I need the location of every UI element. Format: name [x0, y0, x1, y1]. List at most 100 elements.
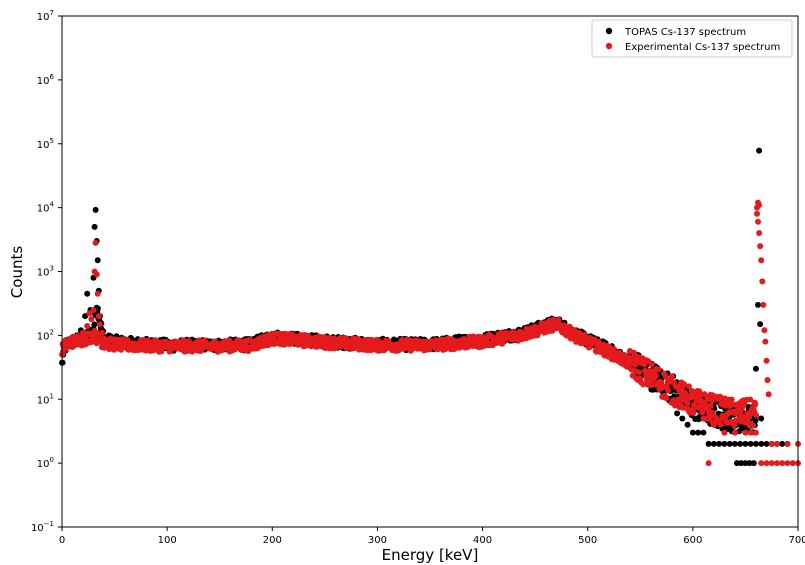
data-point [737, 440, 744, 447]
data-point [754, 210, 760, 217]
data-point [747, 440, 754, 447]
data-point [758, 415, 765, 422]
data-point [752, 417, 759, 424]
data-point [716, 440, 723, 447]
data-point [91, 321, 98, 328]
data-point [764, 377, 771, 383]
data-point [96, 321, 103, 328]
data-point [694, 415, 701, 422]
y-tick-label: 10−1 [31, 520, 54, 534]
data-point [756, 230, 763, 236]
data-point [763, 460, 770, 467]
data-point [684, 421, 691, 428]
data-point [758, 257, 765, 264]
data-point [566, 323, 573, 330]
x-tick-label: 700 [788, 535, 805, 546]
data-point [774, 440, 780, 447]
legend-label-topas: TOPAS Cs-137 spectrum [624, 27, 746, 38]
y-tick-label: 102 [37, 328, 54, 342]
y-tick-label: 107 [37, 9, 54, 23]
data-point [755, 218, 761, 225]
data-point [752, 365, 759, 372]
data-point [59, 359, 66, 366]
data-point [93, 271, 100, 278]
data-point [746, 460, 753, 467]
data-point [677, 389, 684, 396]
data-point [94, 257, 101, 264]
legend-marker-experimental [605, 42, 613, 50]
data-point [789, 460, 796, 467]
data-point [695, 429, 702, 436]
data-point [342, 335, 349, 342]
y-tick-label: 101 [37, 392, 54, 406]
data-point [768, 460, 775, 467]
data-point [710, 440, 717, 447]
data-point [679, 415, 686, 422]
y-tick-label: 100 [37, 456, 54, 470]
data-point [90, 307, 97, 313]
data-point [88, 316, 95, 323]
data-point [701, 391, 708, 398]
data-point [700, 415, 707, 422]
data-point [655, 366, 662, 373]
x-tick-label: 100 [158, 535, 177, 546]
data-point [689, 429, 696, 436]
data-point [732, 410, 739, 417]
data-point [679, 396, 686, 403]
data-point [756, 147, 763, 154]
data-point [167, 347, 174, 354]
data-point [752, 401, 759, 408]
data-point [752, 440, 759, 447]
data-point [761, 327, 768, 334]
data-point [747, 396, 754, 403]
y-tick-label: 103 [37, 265, 54, 279]
y-tick-label: 106 [37, 73, 55, 87]
data-point [742, 429, 749, 436]
x-tick-label: 200 [263, 535, 282, 546]
data-point [636, 369, 643, 376]
data-point [762, 338, 769, 345]
data-point [752, 411, 759, 418]
data-point [717, 393, 724, 400]
data-point [707, 402, 714, 409]
data-point [779, 460, 786, 467]
data-point [94, 290, 101, 297]
data-point [648, 361, 655, 368]
legend-marker-topas [605, 27, 613, 35]
data-point [768, 440, 775, 447]
data-point [669, 373, 676, 380]
data-point [752, 429, 759, 436]
series-experimental [59, 199, 801, 467]
data-point [759, 278, 766, 285]
data-point [728, 396, 735, 403]
data-point [84, 290, 91, 297]
data-point [663, 395, 670, 402]
data-point [685, 383, 692, 390]
data-point [779, 440, 786, 447]
data-point [700, 429, 707, 436]
data-point [763, 357, 770, 364]
data-point [755, 301, 761, 308]
data-point [757, 321, 764, 328]
data-point [756, 202, 763, 208]
data-point [124, 337, 131, 344]
data-point [758, 440, 765, 447]
data-point [738, 460, 745, 467]
data-point [760, 301, 767, 308]
data-point [92, 206, 99, 213]
data-point [717, 421, 724, 428]
y-tick-label: 105 [37, 137, 54, 151]
y-axis: 10−1 100 101 102 103 104 105 106 107 [31, 9, 62, 534]
data-point [681, 381, 688, 388]
x-tick-label: 600 [683, 535, 702, 546]
data-point [705, 460, 712, 467]
data-point [763, 440, 770, 447]
x-axis: 0 100 200 300 400 500 600 700 [59, 527, 805, 546]
data-point [86, 310, 93, 317]
x-tick-label: 500 [578, 535, 597, 546]
data-point [731, 429, 738, 436]
data-point [674, 410, 681, 417]
data-point [765, 391, 772, 398]
x-tick-label: 0 [59, 535, 65, 546]
